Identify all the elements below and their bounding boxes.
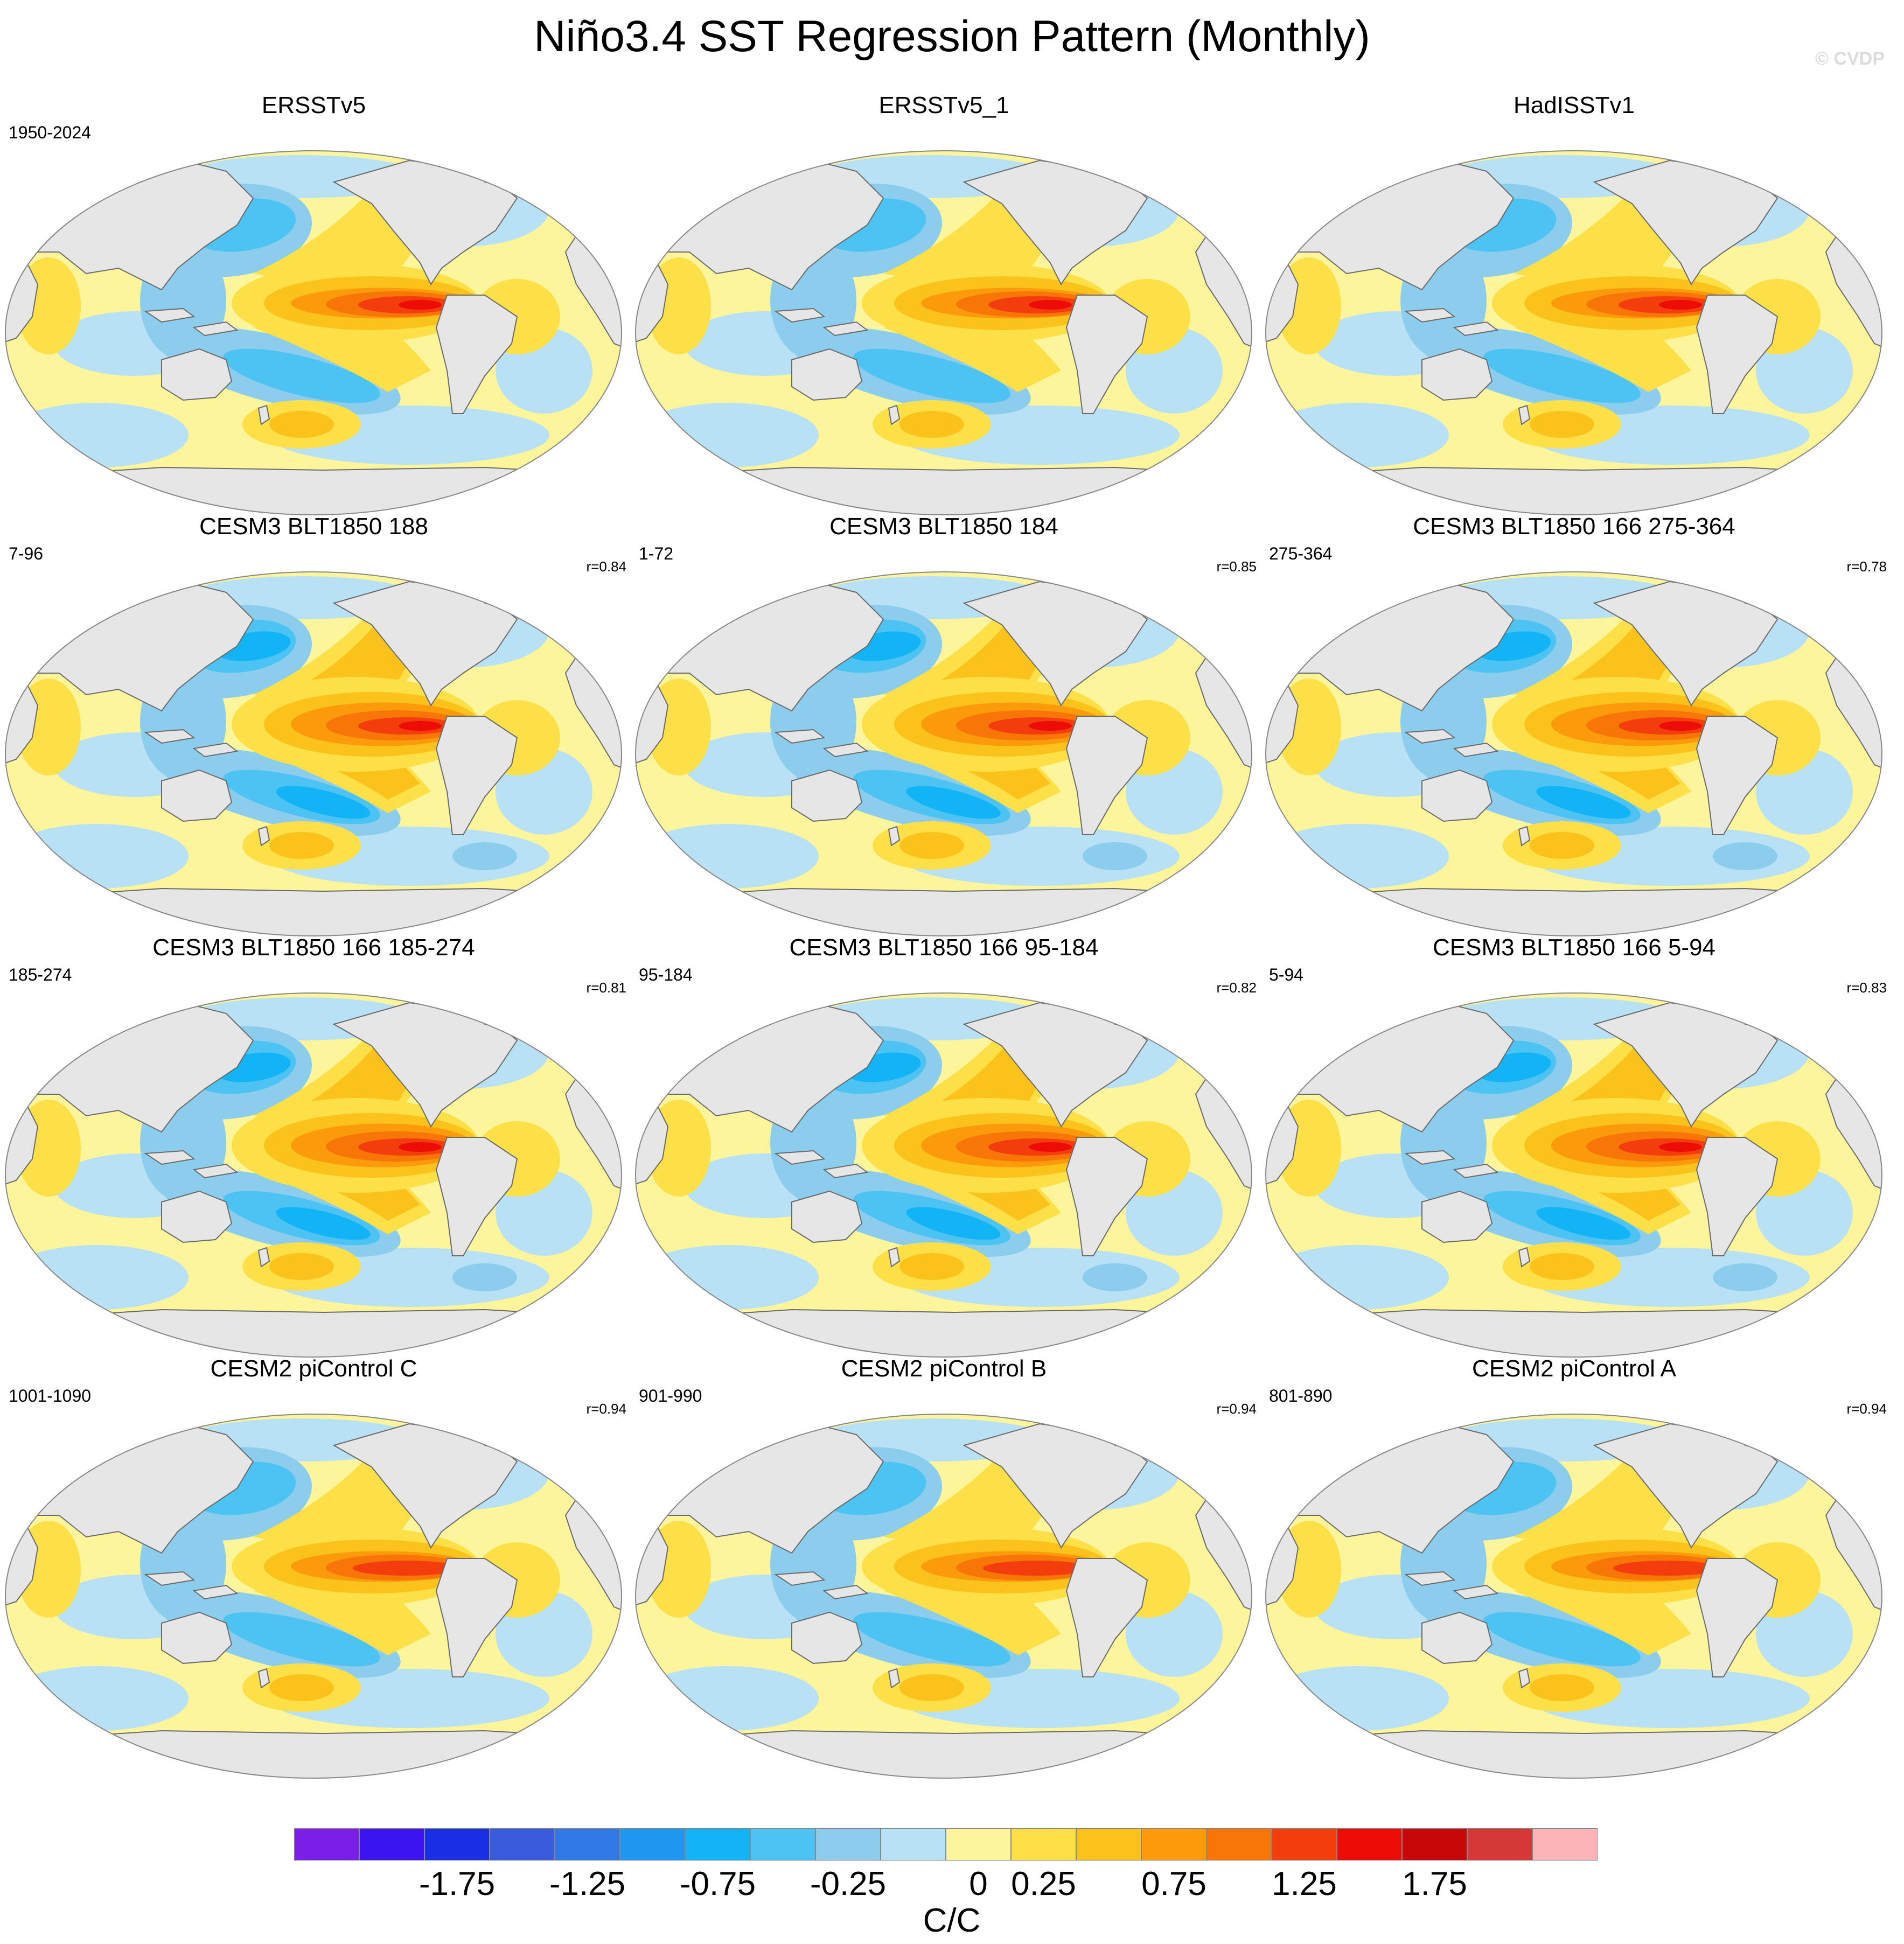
sst-regression-map: [635, 571, 1252, 936]
sst-regression-map: [1265, 1414, 1882, 1779]
map-panel: ERSSTv5_1: [630, 90, 1258, 516]
sst-regression-map: [5, 571, 622, 936]
panel-title: CESM2 piControl A: [1471, 1355, 1677, 1382]
colorbar-swatch: [1141, 1828, 1206, 1861]
colorbar-swatch: [620, 1828, 685, 1861]
pattern-correlation: r=0.94: [1216, 1401, 1257, 1417]
map-panel: CESM3 BLT1850 184 1-72 r=0.85: [630, 512, 1258, 937]
colorbar-swatch: [815, 1828, 881, 1861]
pattern-correlation: r=0.82: [1216, 980, 1257, 996]
pattern-correlation: r=0.78: [1846, 558, 1887, 575]
colorbar-swatch: [1337, 1828, 1402, 1861]
colorbar-tick-label: 1.75: [1402, 1865, 1467, 1903]
colorbar-units: C/C: [923, 1902, 981, 1939]
panel-title: CESM2 piControl C: [210, 1355, 417, 1382]
sst-regression-map: [5, 1414, 622, 1779]
sst-regression-map: [635, 150, 1252, 515]
map-panel: HadISSTv1: [1260, 90, 1888, 516]
period-label: 95-184: [639, 965, 693, 984]
colorbar: [294, 1828, 1598, 1862]
colorbar-swatch: [1206, 1828, 1272, 1861]
sst-regression-map: [1265, 571, 1882, 936]
pattern-correlation: r=0.83: [1846, 980, 1887, 996]
period-label: 1950-2024: [9, 123, 92, 142]
colorbar-swatch: [1467, 1828, 1532, 1861]
period-label: 275-364: [1269, 544, 1333, 563]
colorbar-swatch: [1532, 1828, 1598, 1861]
colorbar-swatch: [555, 1828, 620, 1861]
map-panel: CESM2 piControl A 801-890 r=0.94: [1260, 1354, 1888, 1779]
panel-title: HadISSTv1: [1514, 92, 1635, 118]
panel-title: CESM3 BLT1850 166 275-364: [1413, 513, 1735, 540]
sst-regression-map: [5, 150, 622, 515]
copyright-label: © CVDP: [1815, 48, 1885, 69]
pattern-correlation: r=0.94: [1846, 1401, 1887, 1417]
period-label: 7-96: [9, 544, 44, 563]
colorbar-tick-label: 0.25: [1011, 1865, 1076, 1903]
sst-regression-map: [635, 992, 1252, 1358]
colorbar-swatch: [1076, 1828, 1141, 1861]
period-label: 901-990: [639, 1386, 702, 1405]
colorbar-swatch: [881, 1828, 946, 1861]
colorbar-tick-label: 1.25: [1272, 1865, 1337, 1903]
panel-title: CESM3 BLT1850 184: [829, 513, 1058, 540]
sst-regression-map: [5, 992, 622, 1358]
map-panel: CESM3 BLT1850 166 95-184 95-184 r=0.82: [630, 933, 1258, 1358]
sst-regression-map: [1265, 992, 1882, 1358]
panel-title: ERSSTv5_1: [878, 92, 1009, 118]
map-panel: CESM3 BLT1850 166 185-274 185-274 r=0.81: [0, 933, 627, 1358]
map-panel: CESM2 piControl B 901-990 r=0.94: [630, 1354, 1258, 1779]
sst-regression-map: [1265, 150, 1882, 515]
map-panel: CESM3 BLT1850 188 7-96 r=0.84: [0, 512, 627, 937]
period-label: 5-94: [1269, 965, 1304, 984]
colorbar-tick-label: 0.75: [1141, 1865, 1206, 1903]
colorbar-tick-label: 0: [969, 1865, 988, 1903]
panel-title: CESM3 BLT1850 166 5-94: [1432, 934, 1716, 961]
map-panel: ERSSTv5 1950-2024: [0, 90, 627, 516]
colorbar-swatch: [685, 1828, 750, 1861]
pattern-correlation: r=0.84: [586, 558, 626, 575]
colorbar-tick-label: -0.75: [679, 1865, 756, 1903]
panel-title: CESM2 piControl B: [841, 1355, 1047, 1382]
panel-title: CESM3 BLT1850 188: [199, 513, 428, 540]
colorbar-tick-label: -1.75: [419, 1865, 496, 1903]
map-panel: CESM3 BLT1850 166 275-364 275-364 r=0.78: [1260, 512, 1888, 937]
map-panel: CESM2 piControl C 1001-1090 r=0.94: [0, 1354, 627, 1779]
colorbar-swatch: [946, 1828, 1011, 1861]
colorbar-swatch: [1011, 1828, 1076, 1861]
colorbar-swatch: [1272, 1828, 1337, 1861]
map-panel: CESM3 BLT1850 166 5-94 5-94 r=0.83: [1260, 933, 1888, 1358]
period-label: 185-274: [9, 965, 72, 984]
sst-regression-map: [635, 1414, 1252, 1779]
colorbar-tick-label: -0.25: [810, 1865, 887, 1903]
period-label: 1-72: [639, 544, 674, 563]
panel-title: CESM3 BLT1850 166 95-184: [789, 934, 1099, 961]
pattern-correlation: r=0.81: [586, 980, 626, 996]
pattern-correlation: r=0.94: [586, 1401, 626, 1417]
colorbar-tick-label: -1.25: [549, 1865, 626, 1903]
period-label: 801-890: [1269, 1386, 1333, 1405]
colorbar-swatch: [750, 1828, 815, 1861]
panel-title: ERSSTv5: [261, 92, 366, 118]
colorbar-swatch: [424, 1828, 490, 1861]
pattern-correlation: r=0.85: [1216, 558, 1257, 575]
colorbar-swatch: [359, 1828, 424, 1861]
period-label: 1001-1090: [9, 1386, 92, 1405]
colorbar-swatch: [294, 1828, 359, 1861]
panel-title: CESM3 BLT1850 166 185-274: [152, 934, 475, 961]
colorbar-swatch: [1402, 1828, 1467, 1861]
colorbar-swatch: [490, 1828, 555, 1861]
figure-title: Niño3.4 SST Regression Pattern (Monthly): [534, 12, 1370, 61]
